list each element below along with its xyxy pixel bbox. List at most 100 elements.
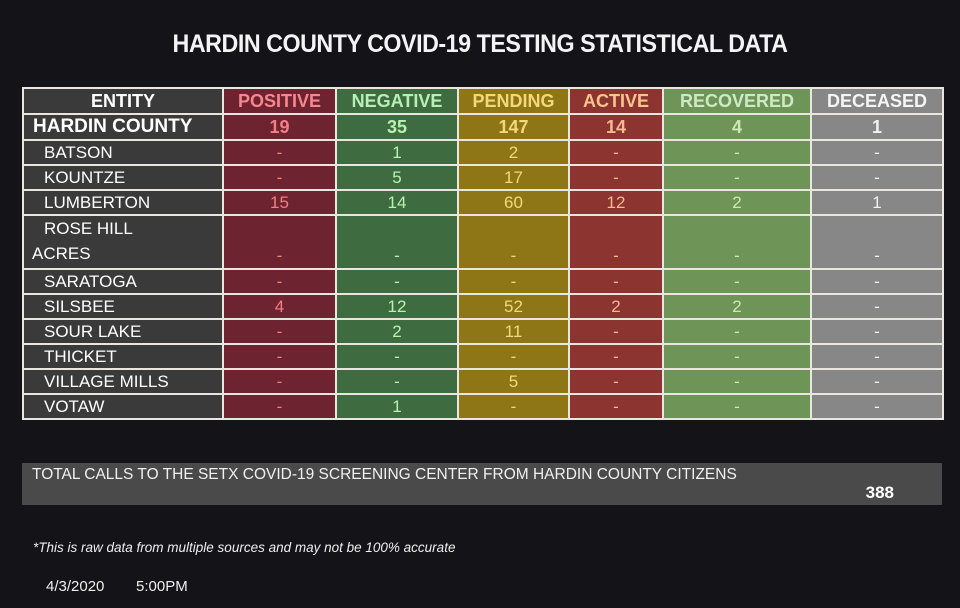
header-entity: ENTITY xyxy=(22,87,224,115)
entity-name: ROSE HILL ACRES xyxy=(22,214,224,270)
positive-value: - xyxy=(222,139,337,166)
pending-value: 52 xyxy=(457,293,570,320)
active-value: - xyxy=(568,343,664,370)
negative-value: 12 xyxy=(335,293,459,320)
pending-value: 60 xyxy=(457,189,570,216)
deceased-value: - xyxy=(810,393,944,420)
deceased-value: - xyxy=(810,293,944,320)
negative-value: 35 xyxy=(335,113,459,141)
table-row: SOUR LAKE - 2 11 - - - xyxy=(22,318,944,345)
table-row: SILSBEE 4 12 52 2 2 - xyxy=(22,293,944,320)
negative-value: - xyxy=(335,214,459,270)
entity-name: VOTAW xyxy=(22,393,224,420)
total-calls-label: TOTAL CALLS TO THE SETX COVID-19 SCREENI… xyxy=(32,466,737,483)
header-deceased: DECEASED xyxy=(810,87,944,115)
deceased-value: - xyxy=(810,214,944,270)
table-row: BATSON - 1 2 - - - xyxy=(22,139,944,166)
active-value: 14 xyxy=(568,113,664,141)
negative-value: 5 xyxy=(335,164,459,191)
recovered-value: - xyxy=(662,139,812,166)
negative-value: 1 xyxy=(335,393,459,420)
entity-name: SOUR LAKE xyxy=(22,318,224,345)
table-row: ROSE HILL ACRES - - - - - - xyxy=(22,214,944,270)
entity-name: HARDIN COUNTY xyxy=(22,113,224,141)
negative-value: - xyxy=(335,268,459,295)
negative-value: - xyxy=(335,368,459,395)
negative-value: 1 xyxy=(335,139,459,166)
active-value: - xyxy=(568,268,664,295)
recovered-value: - xyxy=(662,393,812,420)
negative-value: 2 xyxy=(335,318,459,345)
recovered-value: - xyxy=(662,343,812,370)
deceased-value: - xyxy=(810,343,944,370)
positive-value: - xyxy=(222,368,337,395)
table-row: VOTAW - 1 - - - - xyxy=(22,393,944,420)
total-calls-bar: TOTAL CALLS TO THE SETX COVID-19 SCREENI… xyxy=(22,463,942,505)
negative-value: - xyxy=(335,343,459,370)
pending-value: 17 xyxy=(457,164,570,191)
county-total-row: HARDIN COUNTY 19 35 147 14 4 1 xyxy=(22,113,944,141)
recovered-value: - xyxy=(662,318,812,345)
active-value: 12 xyxy=(568,189,664,216)
pending-value: 5 xyxy=(457,368,570,395)
positive-value: 4 xyxy=(222,293,337,320)
report-date: 4/3/2020 xyxy=(46,578,105,595)
pending-value: 2 xyxy=(457,139,570,166)
entity-name: KOUNTZE xyxy=(22,164,224,191)
pending-value: - xyxy=(457,343,570,370)
recovered-value: 2 xyxy=(662,293,812,320)
deceased-value: 1 xyxy=(810,189,944,216)
pending-value: - xyxy=(457,393,570,420)
entity-name: LUMBERTON xyxy=(22,189,224,216)
entity-name-line1: ROSE HILL xyxy=(44,219,133,238)
positive-value: - xyxy=(222,164,337,191)
entity-name: BATSON xyxy=(22,139,224,166)
table-row: THICKET - - - - - - xyxy=(22,343,944,370)
active-value: - xyxy=(568,139,664,166)
header-recovered: RECOVERED xyxy=(662,87,812,115)
active-value: 2 xyxy=(568,293,664,320)
positive-value: 15 xyxy=(222,189,337,216)
positive-value: - xyxy=(222,393,337,420)
recovered-value: - xyxy=(662,214,812,270)
entity-name: VILLAGE MILLS xyxy=(22,368,224,395)
entity-name: SILSBEE xyxy=(22,293,224,320)
header-active: ACTIVE xyxy=(568,87,664,115)
active-value: - xyxy=(568,164,664,191)
entity-name: SARATOGA xyxy=(22,268,224,295)
recovered-value: - xyxy=(662,368,812,395)
active-value: - xyxy=(568,368,664,395)
active-value: - xyxy=(568,214,664,270)
positive-value: - xyxy=(222,268,337,295)
testing-data-table: ENTITY POSITIVE NEGATIVE PENDING ACTIVE … xyxy=(22,87,944,420)
header-negative: NEGATIVE xyxy=(335,87,459,115)
positive-value: - xyxy=(222,343,337,370)
active-value: - xyxy=(568,393,664,420)
pending-value: 11 xyxy=(457,318,570,345)
entity-name: THICKET xyxy=(22,343,224,370)
header-positive: POSITIVE xyxy=(222,87,337,115)
positive-value: - xyxy=(222,318,337,345)
active-value: - xyxy=(568,318,664,345)
table-row: SARATOGA - - - - - - xyxy=(22,268,944,295)
positive-value: 19 xyxy=(222,113,337,141)
recovered-value: 4 xyxy=(662,113,812,141)
page-title: HARDIN COUNTY COVID-19 TESTING STATISTIC… xyxy=(172,30,788,58)
table-row: VILLAGE MILLS - - 5 - - - xyxy=(22,368,944,395)
pending-value: - xyxy=(457,268,570,295)
disclaimer-note: *This is raw data from multiple sources … xyxy=(33,540,456,555)
table-header-row: ENTITY POSITIVE NEGATIVE PENDING ACTIVE … xyxy=(22,87,944,115)
deceased-value: - xyxy=(810,318,944,345)
deceased-value: - xyxy=(810,139,944,166)
deceased-value: - xyxy=(810,164,944,191)
deceased-value: 1 xyxy=(810,113,944,141)
recovered-value: - xyxy=(662,268,812,295)
report-time: 5:00PM xyxy=(136,578,188,595)
header-pending: PENDING xyxy=(457,87,570,115)
positive-value: - xyxy=(222,214,337,270)
table-row: KOUNTZE - 5 17 - - - xyxy=(22,164,944,191)
deceased-value: - xyxy=(810,268,944,295)
negative-value: 14 xyxy=(335,189,459,216)
recovered-value: - xyxy=(662,164,812,191)
table-row: LUMBERTON 15 14 60 12 2 1 xyxy=(22,189,944,216)
